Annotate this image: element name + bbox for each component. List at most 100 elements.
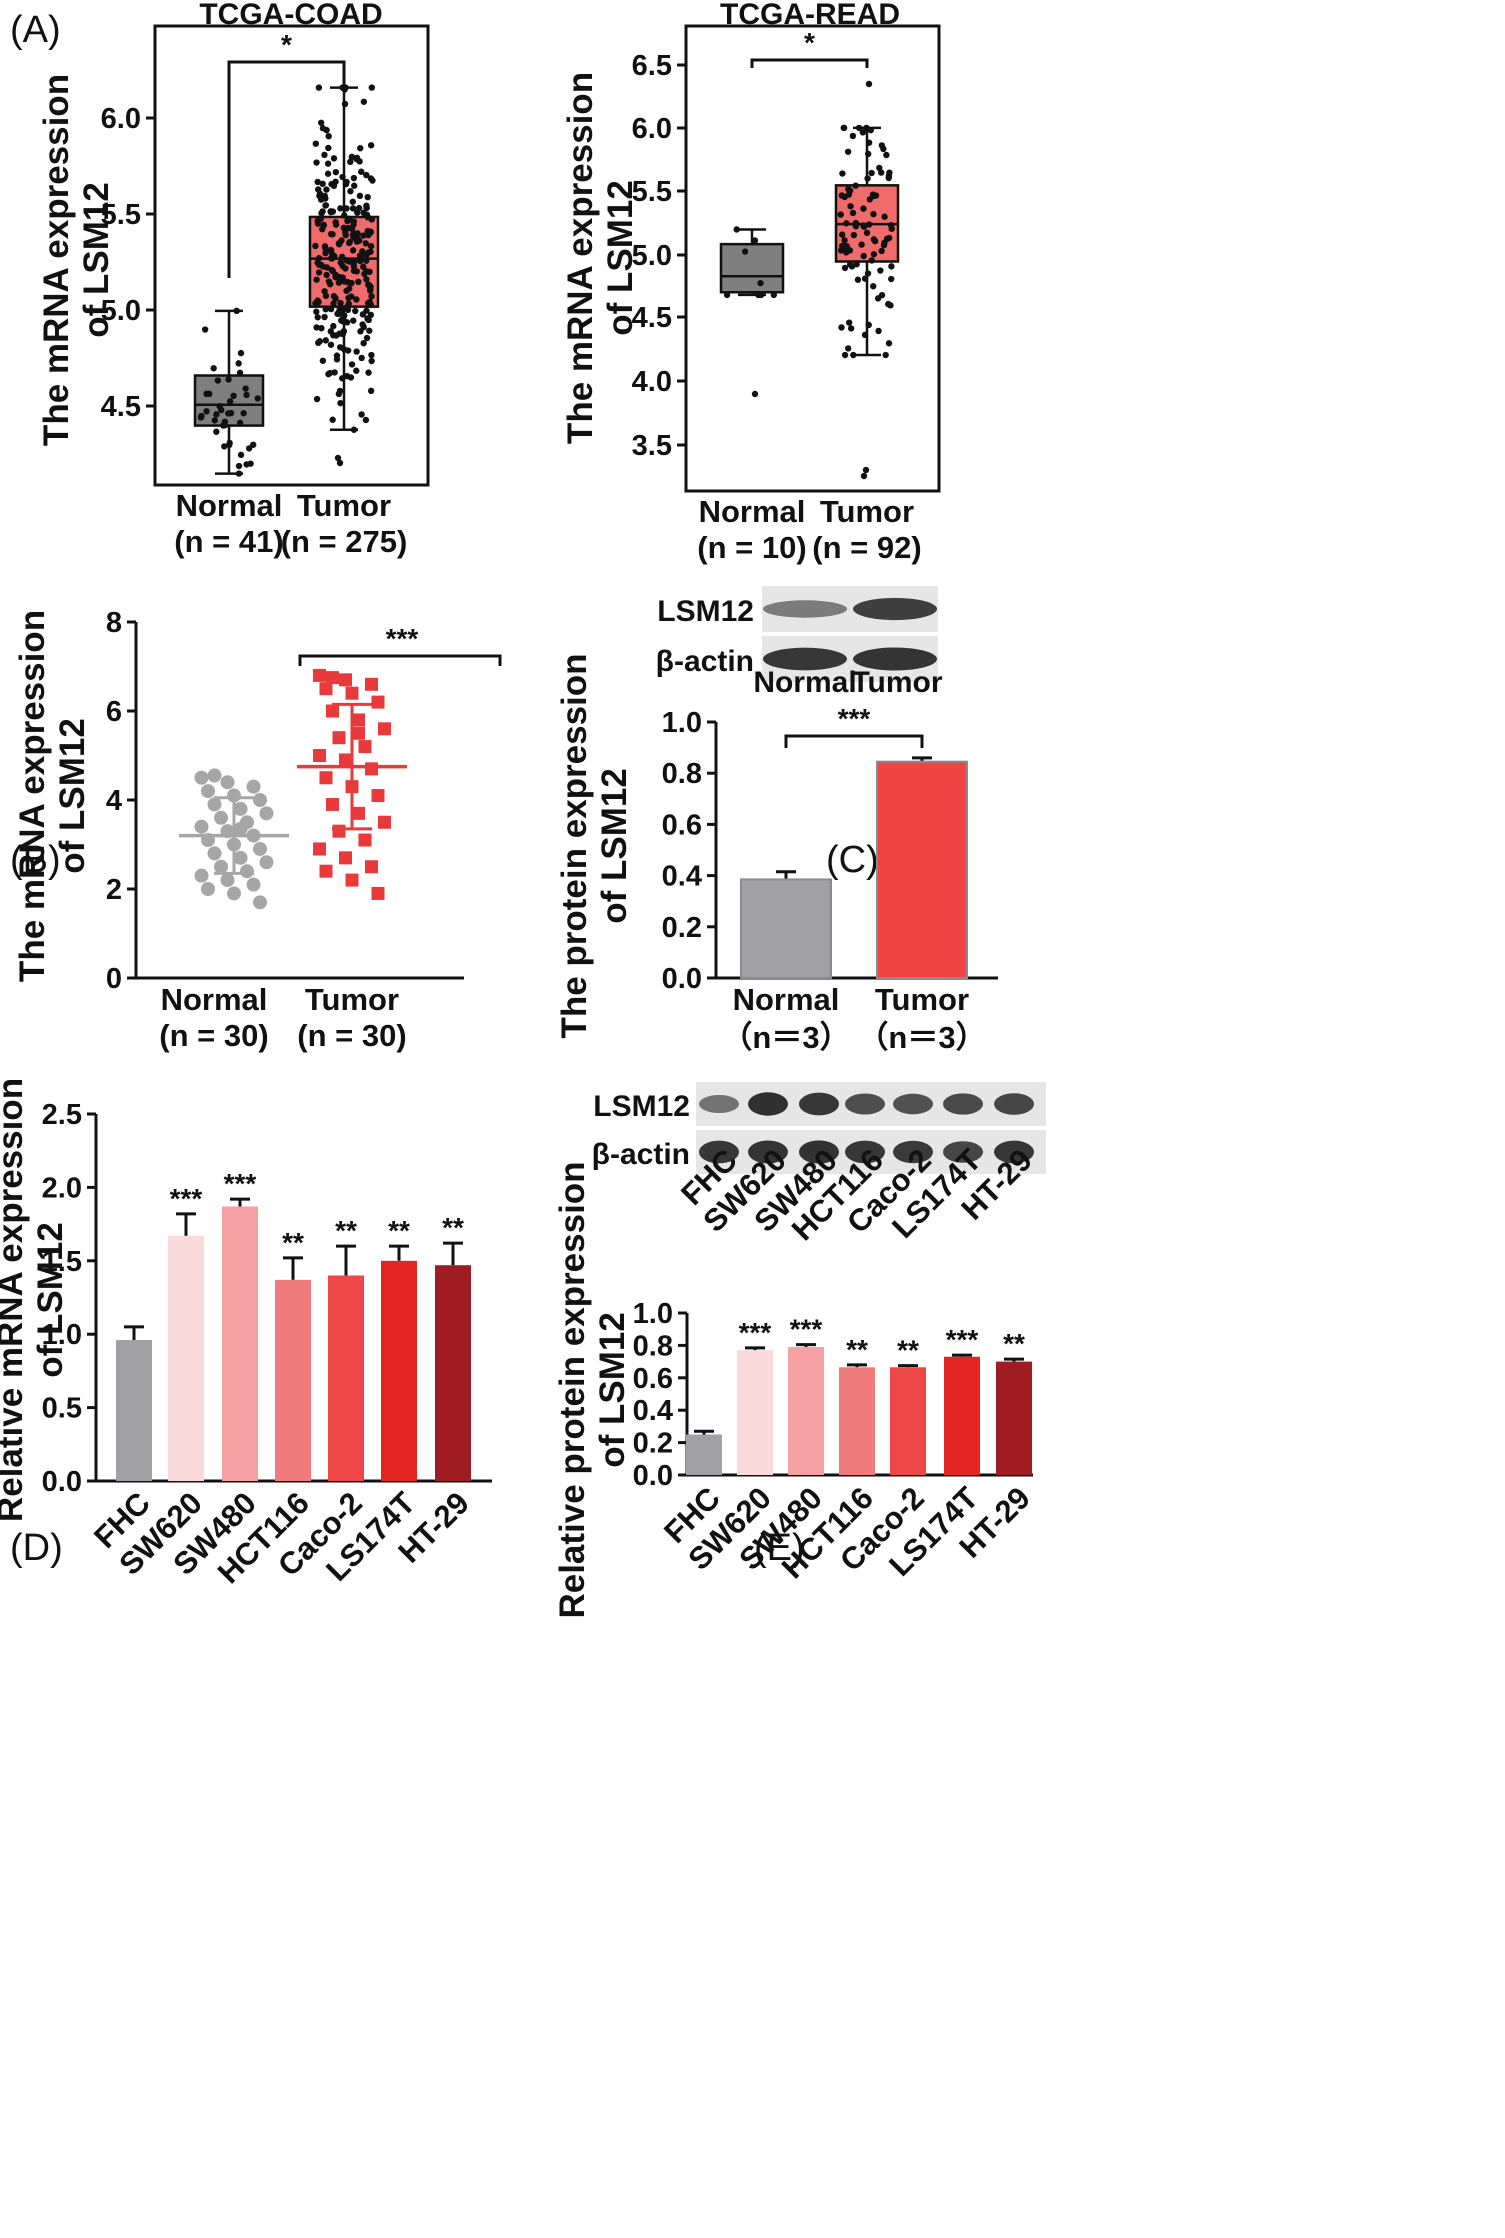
data-point: [837, 247, 845, 254]
significance-b-bracket: [298, 654, 502, 666]
data-point: [314, 178, 321, 186]
data-point: [342, 231, 349, 239]
y-tick-label: 0.6: [633, 1363, 673, 1395]
x-tick-label: Normal: [733, 982, 840, 1017]
data-point: [314, 314, 321, 321]
data-point: [235, 360, 242, 367]
data-point: [362, 416, 370, 424]
y-tick-label: 5.0: [101, 295, 141, 327]
bar-caco-2: [890, 1367, 926, 1475]
panel-label-c: (C): [826, 839, 879, 881]
data-point: [360, 339, 367, 347]
data-point: [341, 278, 348, 285]
data-point: [356, 192, 364, 200]
data-point: [230, 392, 237, 399]
box-normal: [719, 242, 785, 294]
data-point: [349, 198, 356, 205]
data-point: [342, 180, 350, 188]
data-point: [237, 349, 245, 357]
data-point-normal: [220, 775, 235, 790]
bar-ht-29: [996, 1361, 1032, 1475]
data-point-normal: [227, 886, 241, 901]
data-point-tumor: [319, 864, 333, 878]
data-point-tumor: [365, 860, 378, 874]
data-point: [855, 124, 863, 132]
blot-band: [699, 1140, 739, 1164]
data-point: [865, 321, 872, 329]
data-point-normal: [259, 806, 274, 821]
y-tick-label: 1.5: [42, 1246, 82, 1278]
data-point: [323, 186, 330, 193]
data-point: [364, 193, 371, 201]
data-point: [348, 153, 356, 161]
data-point-tumor: [339, 851, 352, 865]
data-point: [874, 295, 882, 302]
data-point-normal: [207, 768, 222, 783]
data-point: [233, 307, 240, 315]
x-tick-label: Tumor: [820, 494, 914, 529]
data-point: [325, 132, 332, 140]
y-tick-label: 0.0: [42, 1466, 82, 1498]
data-point: [206, 390, 213, 398]
data-point-tumor: [352, 726, 365, 740]
y-tick-label: 4.5: [101, 391, 141, 423]
n-label: (n = 92): [812, 530, 921, 565]
significance-label: **: [282, 1227, 304, 1258]
y-tick-label: 0.8: [662, 758, 702, 790]
data-point: [321, 244, 329, 252]
data-point-normal: [214, 859, 228, 874]
data-point-tumor: [345, 686, 359, 700]
data-point: [330, 322, 337, 330]
data-point: [757, 279, 764, 287]
data-point-normal: [207, 846, 222, 861]
n-label: (n = 10): [697, 530, 806, 565]
y-axis-label-line2: of LSM12: [53, 718, 92, 874]
data-point: [870, 192, 878, 200]
data-point: [870, 251, 878, 258]
data-point: [368, 84, 375, 91]
data-point: [845, 185, 852, 193]
y-tick-label: 5.5: [101, 199, 141, 231]
data-point: [213, 428, 220, 435]
data-point: [751, 237, 759, 244]
data-point: [358, 168, 365, 175]
data-point: [367, 242, 375, 250]
data-point: [360, 98, 368, 105]
data-point: [871, 237, 879, 245]
data-point: [867, 126, 874, 134]
significance-label: ***: [739, 1317, 772, 1348]
data-point: [843, 220, 850, 227]
bar-sw620: [737, 1350, 773, 1475]
data-point: [357, 256, 364, 264]
significance-label: ***: [790, 1314, 823, 1345]
data-point: [848, 263, 856, 270]
data-point-normal: [259, 855, 274, 870]
data-point: [350, 267, 358, 274]
data-point: [322, 249, 329, 257]
panel-label-b: (B): [10, 839, 61, 881]
data-point: [314, 186, 322, 193]
data-point: [366, 287, 374, 294]
outlier-point: [860, 472, 868, 480]
data-point: [366, 298, 373, 306]
data-point: [346, 239, 353, 247]
y-axis-label-line1: The protein expression: [555, 653, 594, 1038]
data-point: [313, 159, 320, 166]
data-point-tumor: [332, 824, 346, 838]
data-point: [877, 267, 884, 274]
data-point-normal: [253, 793, 267, 807]
y-axis-label-line2: of LSM12: [595, 768, 634, 924]
data-point: [364, 214, 372, 221]
data-point-tumor: [313, 668, 326, 682]
data-point: [316, 338, 324, 345]
y-tick-label: 5.5: [632, 176, 672, 208]
data-point: [325, 144, 332, 152]
panel-label-e: (E): [754, 1527, 805, 1569]
data-point-normal: [246, 877, 261, 892]
data-point-normal: [194, 868, 209, 883]
data-point: [839, 231, 846, 238]
data-point: [236, 419, 244, 427]
data-point: [323, 264, 331, 271]
data-point: [327, 305, 335, 313]
data-point-normal: [201, 882, 215, 896]
